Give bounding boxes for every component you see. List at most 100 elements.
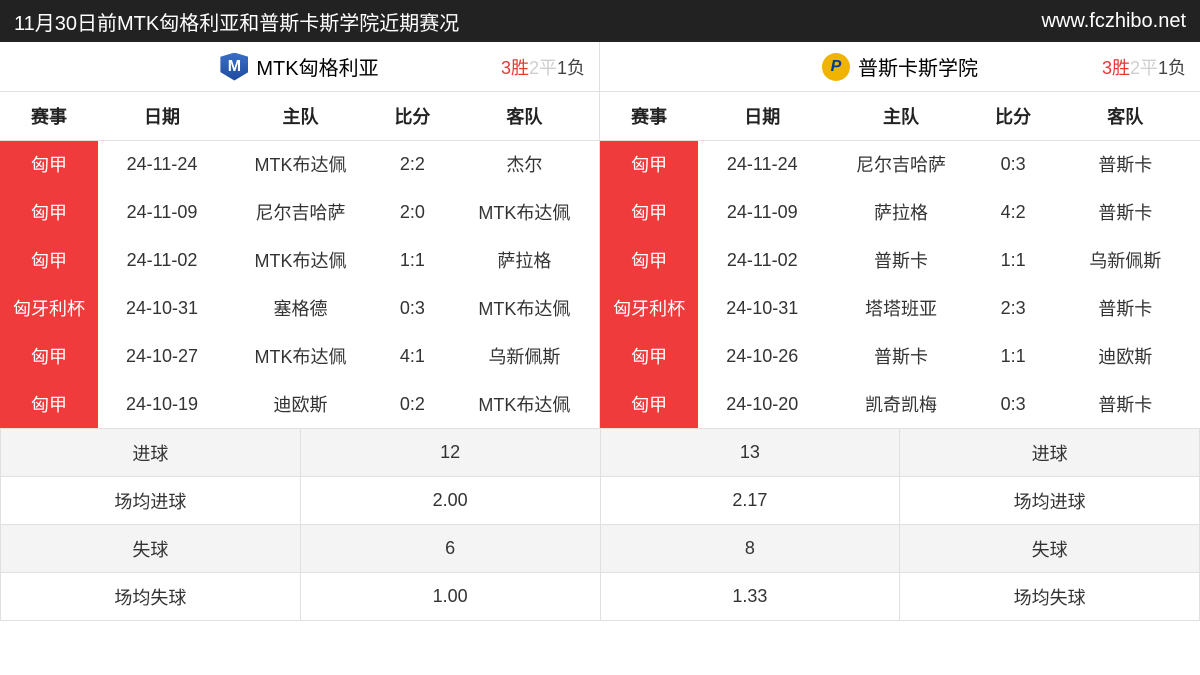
table-row: 匈牙利杯24-10-31塔塔班亚2:3普斯卡 (600, 284, 1200, 332)
left-conc-value: 6 (300, 525, 600, 573)
left-goals-label: 进球 (1, 429, 301, 477)
col-date: 日期 (98, 92, 226, 140)
right-cpg-label: 场均失球 (900, 573, 1200, 621)
cell-away: MTK布达佩 (450, 380, 599, 428)
main-content: M MTK匈格利亚 3胜2平1负 赛事 日期 主队 比分 客队 匈甲24-11-… (0, 42, 1200, 428)
table-header-row: 赛事 日期 主队 比分 客队 (0, 92, 599, 140)
cell-comp: 匈甲 (0, 140, 98, 188)
left-goals-value: 12 (300, 429, 600, 477)
cell-home: 萨拉格 (826, 188, 975, 236)
cell-score: 1:1 (976, 236, 1051, 284)
cell-score: 4:2 (976, 188, 1051, 236)
right-cpg-value: 1.33 (600, 573, 900, 621)
cell-date: 24-11-09 (98, 188, 226, 236)
right-wdl: 3胜2平1负 (1102, 54, 1186, 80)
cell-date: 24-11-24 (698, 140, 826, 188)
right-draws: 2平 (1130, 58, 1158, 78)
cell-score: 2:3 (976, 284, 1051, 332)
cell-home: 塞格德 (226, 284, 375, 332)
stats-table: 进球 12 13 进球 场均进球 2.00 2.17 场均进球 失球 6 8 失… (0, 428, 1200, 621)
page-header: 11月30日前MTK匈格利亚和普斯卡斯学院近期赛况 www.fczhibo.ne… (0, 0, 1200, 42)
cell-away: 普斯卡 (1051, 140, 1200, 188)
left-panel: M MTK匈格利亚 3胜2平1负 赛事 日期 主队 比分 客队 匈甲24-11-… (0, 42, 600, 428)
cell-away: MTK布达佩 (450, 188, 599, 236)
left-gpg-value: 2.00 (300, 477, 600, 525)
cell-comp: 匈甲 (0, 380, 98, 428)
cell-date: 24-10-20 (698, 380, 826, 428)
right-goals-value: 13 (600, 429, 900, 477)
cell-home: 尼尔吉哈萨 (826, 140, 975, 188)
stats-row-gpg: 场均进球 2.00 2.17 场均进球 (1, 477, 1200, 525)
cell-home: MTK布达佩 (226, 332, 375, 380)
right-conc-label: 失球 (900, 525, 1200, 573)
cell-away: 普斯卡 (1051, 380, 1200, 428)
cell-score: 0:2 (375, 380, 450, 428)
left-matches-table: 赛事 日期 主队 比分 客队 匈甲24-11-24MTK布达佩2:2杰尔匈甲24… (0, 92, 599, 428)
left-losses: 1负 (557, 58, 585, 78)
left-gpg-label: 场均进球 (1, 477, 301, 525)
site-url: www.fczhibo.net (1041, 10, 1186, 33)
cell-away: 乌新佩斯 (450, 332, 599, 380)
right-team-name: 普斯卡斯学院 (858, 52, 978, 81)
cell-away: 迪欧斯 (1051, 332, 1200, 380)
right-conc-value: 8 (600, 525, 900, 573)
stats-row-conc: 失球 6 8 失球 (1, 525, 1200, 573)
page-title: 11月30日前MTK匈格利亚和普斯卡斯学院近期赛况 (14, 7, 459, 36)
cell-comp: 匈甲 (600, 140, 698, 188)
cell-score: 1:1 (976, 332, 1051, 380)
table-row: 匈甲24-10-26普斯卡1:1迪欧斯 (600, 332, 1200, 380)
col-comp: 赛事 (600, 92, 698, 140)
left-cpg-label: 场均失球 (1, 573, 301, 621)
cell-date: 24-11-02 (98, 236, 226, 284)
table-row: 匈甲24-10-20凯奇凯梅0:3普斯卡 (600, 380, 1200, 428)
cell-comp: 匈甲 (600, 332, 698, 380)
mtk-logo-icon: M (220, 53, 248, 81)
cell-date: 24-10-31 (98, 284, 226, 332)
puskas-logo-icon: P (822, 53, 850, 81)
table-row: 匈甲24-11-09尼尔吉哈萨2:0MTK布达佩 (0, 188, 599, 236)
cell-score: 2:0 (375, 188, 450, 236)
cell-score: 0:3 (976, 380, 1051, 428)
right-goals-label: 进球 (900, 429, 1200, 477)
stats-row-cpg: 场均失球 1.00 1.33 场均失球 (1, 573, 1200, 621)
cell-date: 24-10-27 (98, 332, 226, 380)
cell-date: 24-11-09 (698, 188, 826, 236)
cell-home: MTK布达佩 (226, 236, 375, 284)
table-header-row: 赛事 日期 主队 比分 客队 (600, 92, 1200, 140)
right-losses: 1负 (1158, 58, 1186, 78)
col-score: 比分 (375, 92, 450, 140)
cell-score: 1:1 (375, 236, 450, 284)
cell-home: 普斯卡 (826, 332, 975, 380)
cell-score: 0:3 (976, 140, 1051, 188)
left-wdl: 3胜2平1负 (501, 54, 585, 80)
col-home: 主队 (226, 92, 375, 140)
cell-home: 迪欧斯 (226, 380, 375, 428)
cell-comp: 匈甲 (0, 236, 98, 284)
table-row: 匈牙利杯24-10-31塞格德0:3MTK布达佩 (0, 284, 599, 332)
table-row: 匈甲24-10-19迪欧斯0:2MTK布达佩 (0, 380, 599, 428)
left-cpg-value: 1.00 (300, 573, 600, 621)
right-team-header: P 普斯卡斯学院 3胜2平1负 (600, 42, 1200, 92)
right-gpg-value: 2.17 (600, 477, 900, 525)
right-gpg-label: 场均进球 (900, 477, 1200, 525)
cell-away: 杰尔 (450, 140, 599, 188)
table-row: 匈甲24-11-24尼尔吉哈萨0:3普斯卡 (600, 140, 1200, 188)
table-row: 匈甲24-11-02MTK布达佩1:1萨拉格 (0, 236, 599, 284)
left-team-name: MTK匈格利亚 (256, 52, 378, 81)
table-row: 匈甲24-11-09萨拉格4:2普斯卡 (600, 188, 1200, 236)
cell-date: 24-11-24 (98, 140, 226, 188)
left-team-header: M MTK匈格利亚 3胜2平1负 (0, 42, 599, 92)
cell-comp: 匈甲 (600, 188, 698, 236)
cell-away: MTK布达佩 (450, 284, 599, 332)
cell-away: 乌新佩斯 (1051, 236, 1200, 284)
cell-away: 普斯卡 (1051, 188, 1200, 236)
left-draws: 2平 (529, 58, 557, 78)
col-away: 客队 (450, 92, 599, 140)
cell-comp: 匈甲 (0, 332, 98, 380)
right-matches-table: 赛事 日期 主队 比分 客队 匈甲24-11-24尼尔吉哈萨0:3普斯卡匈甲24… (600, 92, 1200, 428)
col-home: 主队 (826, 92, 975, 140)
right-panel: P 普斯卡斯学院 3胜2平1负 赛事 日期 主队 比分 客队 匈甲24-11-2… (600, 42, 1200, 428)
cell-comp: 匈甲 (600, 380, 698, 428)
cell-away: 萨拉格 (450, 236, 599, 284)
cell-home: 凯奇凯梅 (826, 380, 975, 428)
